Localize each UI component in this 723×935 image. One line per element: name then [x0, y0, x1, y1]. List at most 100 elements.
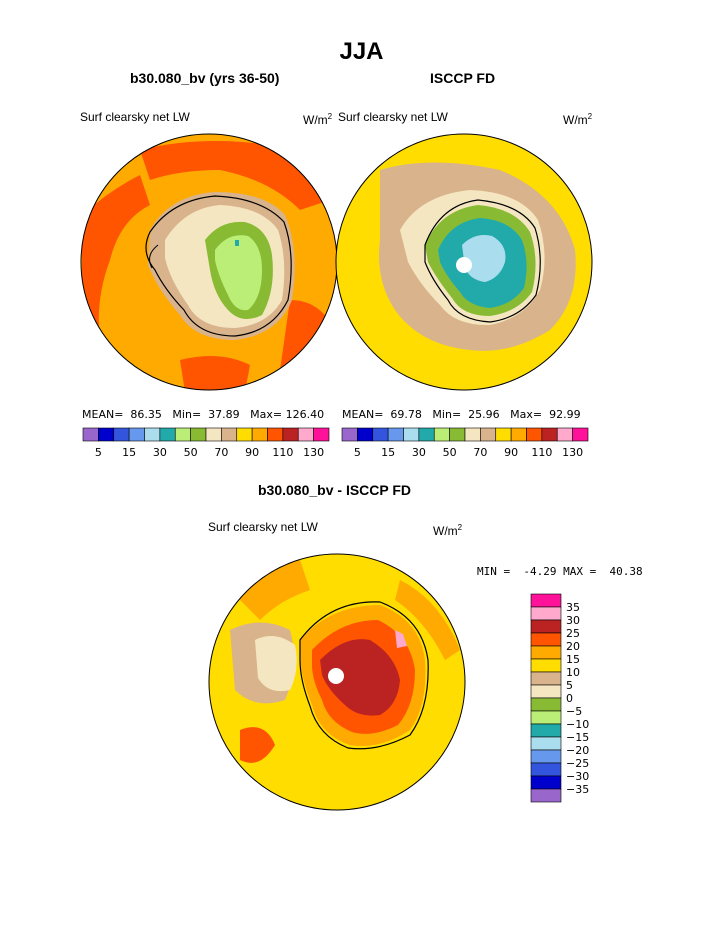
panel3-orange-north	[230, 560, 310, 620]
panel3-colorbar-swatch	[530, 697, 562, 712]
panel2-units: W/m2	[563, 112, 592, 127]
panel1-units: W/m2	[303, 112, 332, 127]
map-panel3	[208, 553, 466, 811]
panel2-map-border	[335, 133, 593, 391]
panel2-colorbar-swatch	[572, 427, 589, 442]
panel1-colorbar-tick-label: 30	[153, 446, 167, 459]
panel1-colorbar-swatch	[251, 427, 268, 442]
panel1-colorbar-swatch	[205, 427, 222, 442]
panel3-stats: MIN = -4.29 MAX = 40.38	[477, 565, 643, 578]
panel3-colorbar-tick-label: −25	[566, 757, 589, 770]
panel1-colorbar-swatch	[144, 427, 161, 442]
panel1-colorbar-swatch	[267, 427, 284, 442]
panel3-colorbar-tick-label: −35	[566, 783, 589, 796]
panel2-colorbar-tick-label: 90	[504, 446, 518, 459]
panel2-colorbar-tick-label: 15	[381, 446, 395, 459]
panel1-colorbar-swatch	[159, 427, 176, 442]
panel2-variable-label: Surf clearsky net LW	[338, 110, 448, 124]
panel1-colorbar-tick-label: 70	[214, 446, 228, 459]
panel1-mean-label: MEAN=	[82, 408, 124, 421]
panel1-max-label: Max=	[250, 408, 283, 421]
panel1-colorbar-swatch	[113, 427, 130, 442]
panel1-colorbar-tick-label: 50	[184, 446, 198, 459]
panel3-orange-northeast	[395, 580, 460, 660]
map-panel1	[80, 133, 338, 391]
panel1-min-spot	[235, 240, 239, 246]
panel1-colorbar-tick-label: 130	[303, 446, 324, 459]
panel2-colorbar-tick-label: 70	[473, 446, 487, 459]
panel3-colorbar-swatch	[530, 593, 562, 608]
panel2-max-value: 92.99	[549, 408, 581, 421]
panel3-pink-spot	[395, 630, 407, 648]
panel1-max-value: 126.40	[285, 408, 325, 421]
panel1-colorbar-swatch	[128, 427, 145, 442]
panel1-stats: MEAN= 86.35 Min= 37.89 Max= 126.40	[82, 408, 324, 421]
panel3-colorbar-swatch	[530, 671, 562, 686]
panel2-colorbar-swatch	[495, 427, 512, 442]
panel2-light-core	[462, 235, 506, 282]
panel2-colorbar-tick-label: 110	[531, 446, 552, 459]
panel3-colorbar-swatch	[530, 736, 562, 751]
panel1-min-label: Min=	[172, 408, 202, 421]
panel2-colorbar-swatch	[449, 427, 466, 442]
panel3-colorbar-tick-label: 20	[566, 640, 580, 653]
panel2-units-exp: 2	[587, 112, 593, 121]
panel3-colorbar-tick-label: 15	[566, 653, 580, 666]
panel2-colorbar-swatch	[556, 427, 573, 442]
panel2-colorbar-swatch	[372, 427, 389, 442]
panel2-stats: MEAN= 69.78 Min= 25.96 Max= 92.99	[342, 408, 581, 421]
panel2-mean-label: MEAN=	[342, 408, 384, 421]
panel2-colorbar-swatch	[541, 427, 558, 442]
panel3-colorbar-swatch	[530, 658, 562, 673]
panel2-colorbar-swatch	[433, 427, 450, 442]
panel3-variable-label: Surf clearsky net LW	[208, 520, 318, 534]
panel3-colorbar-swatch	[530, 606, 562, 621]
panel1-colorbar-swatch	[282, 427, 299, 442]
panel3-colorbar-tick-label: 5	[566, 679, 573, 692]
panel3-min-label: MIN =	[477, 565, 511, 578]
panel2-colorbar-swatch	[403, 427, 420, 442]
page-title: JJA	[339, 38, 384, 65]
panel2-colorbar-swatch	[526, 427, 543, 442]
panel3-colorbar-tick-label: 0	[566, 692, 573, 705]
panel1-colorbar-tick-label: 90	[245, 446, 259, 459]
panel3-colorbar-swatch	[530, 749, 562, 764]
panel2-mean-value: 69.78	[390, 408, 422, 421]
panel2-min-label: Min=	[432, 408, 462, 421]
panel1-variable-label: Surf clearsky net LW	[80, 110, 190, 124]
panel2-min-value: 25.96	[468, 408, 500, 421]
panel1-warm-north	[140, 141, 330, 210]
panel1-colorbar-swatch	[82, 427, 99, 442]
panel1-mean-value: 86.35	[130, 408, 162, 421]
panel1-coastline	[145, 195, 292, 337]
panel3-colorbar-swatch	[530, 788, 562, 803]
panel3-colorbar-swatch	[530, 723, 562, 738]
panel3-title: b30.080_bv - ISCCP FD	[258, 482, 412, 498]
panel1-colorbar-swatch	[313, 427, 330, 442]
panel3-dark-red-core	[320, 639, 400, 716]
panel3-pole-hole	[328, 668, 344, 684]
panel3-colorbar-swatch	[530, 762, 562, 777]
panel2-coastline	[424, 199, 541, 323]
panel2-colorbar-tick-label: 5	[354, 446, 361, 459]
panel1-colorbar-swatch	[221, 427, 238, 442]
panel2-colorbar-swatch	[387, 427, 404, 442]
panel1-units-base: W/m	[303, 113, 328, 127]
panel2-colorbar-tick-label: 130	[562, 446, 583, 459]
panel2-title: ISCCP FD	[430, 70, 496, 86]
panel3-colorbar-swatch	[530, 632, 562, 647]
panel3-colorbar-swatch	[530, 710, 562, 725]
panel1-colorbar-tick-label: 15	[122, 446, 136, 459]
panel3-max-label: MAX =	[563, 565, 597, 578]
panel2-colorbar-swatch	[510, 427, 527, 442]
panel1-warm-south	[180, 356, 250, 390]
panel3-colorbar-swatch	[530, 775, 562, 790]
panel1-title: b30.080_bv (yrs 36-50)	[130, 70, 280, 86]
panel3-colorbar-tick-label: 25	[566, 627, 580, 640]
panel1-units-exp: 2	[327, 112, 333, 121]
panel2-max-label: Max=	[510, 408, 543, 421]
panel3-map-border	[208, 553, 466, 811]
panel3-units: W/m2	[433, 523, 462, 538]
panel2-colorbar-tick-label: 30	[412, 446, 426, 459]
